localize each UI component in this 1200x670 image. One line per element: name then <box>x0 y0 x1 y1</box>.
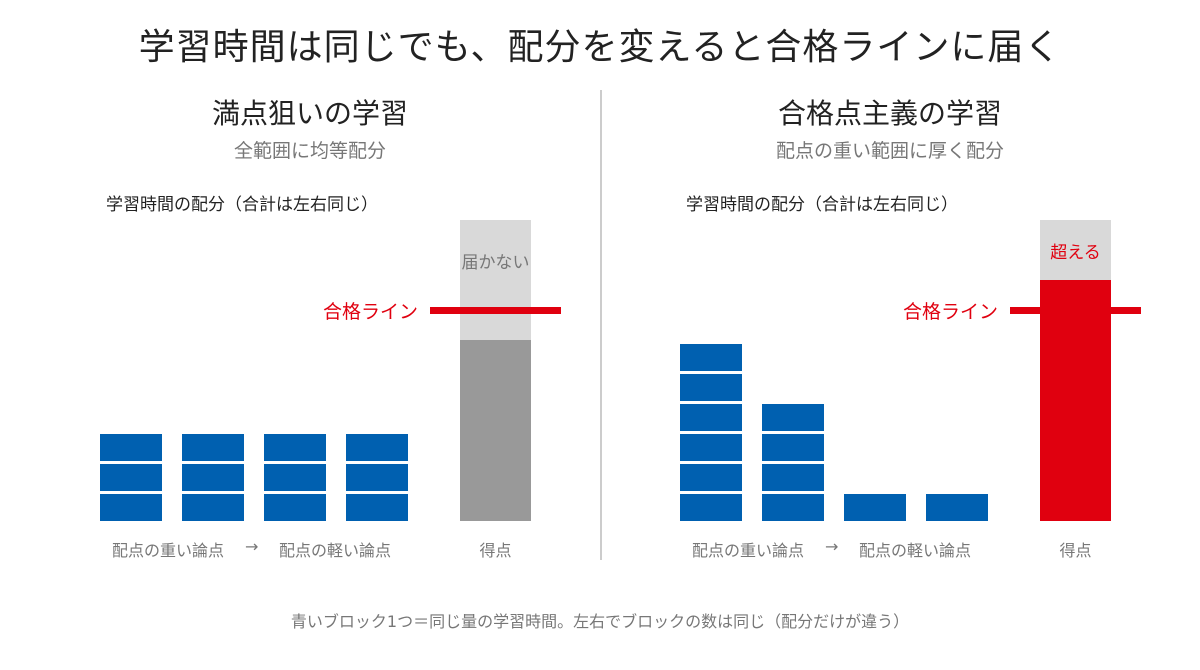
score-label: 得点 <box>1059 541 1092 560</box>
chart-label: 学習時間の配分（合計は左右同じ） <box>686 195 958 215</box>
panel-subheading: 配点の重い範囲に厚く配分 <box>775 140 1004 162</box>
study-time-block <box>762 494 824 521</box>
score-bar <box>460 340 531 521</box>
study-time-block <box>100 494 162 521</box>
study-time-block <box>264 494 326 521</box>
chart-label: 学習時間の配分（合計は左右同じ） <box>106 195 378 215</box>
study-time-block <box>762 434 824 461</box>
pass-line-label: 合格ライン <box>902 301 998 323</box>
x-label-heavy: 配点の重い論点 <box>112 541 225 560</box>
pass-line <box>1010 307 1141 314</box>
study-time-block <box>680 344 742 371</box>
study-time-block <box>264 464 326 491</box>
study-time-block <box>182 494 244 521</box>
study-time-block <box>182 464 244 491</box>
status-label: 超える <box>1050 243 1101 263</box>
study-time-block <box>926 494 988 521</box>
study-time-block <box>680 494 742 521</box>
score-bar <box>1040 280 1111 521</box>
score-label: 得点 <box>479 541 512 560</box>
main-title: 学習時間は同じでも、配分を変えると合格ラインに届く <box>138 27 1062 68</box>
panel-divider <box>600 90 602 560</box>
study-time-block <box>680 404 742 431</box>
study-time-block <box>762 404 824 431</box>
allocation-chart: 合格ライン 届かない <box>100 220 561 521</box>
study-time-block <box>680 464 742 491</box>
x-label-heavy: 配点の重い論点 <box>692 541 805 560</box>
study-time-block <box>680 434 742 461</box>
study-time-block <box>680 374 742 401</box>
study-time-block <box>762 464 824 491</box>
study-time-block <box>100 434 162 461</box>
x-arrow: → <box>825 537 839 556</box>
study-time-block <box>844 494 906 521</box>
panel-subheading: 全範囲に均等配分 <box>233 140 386 162</box>
study-time-block <box>346 494 408 521</box>
x-label-light: 配点の軽い論点 <box>859 541 972 560</box>
study-time-block <box>264 434 326 461</box>
status-label: 届かない <box>461 253 530 273</box>
panel-heading: 満点狙いの学習 <box>211 97 408 130</box>
study-time-block <box>346 434 408 461</box>
study-time-block <box>100 464 162 491</box>
footer-note: 青いブロック1つ＝同じ量の学習時間。左右でブロックの数は同じ（配分だけが違う） <box>290 612 910 631</box>
study-time-block <box>182 434 244 461</box>
pass-line <box>430 307 561 314</box>
study-time-block <box>346 464 408 491</box>
x-arrow: → <box>245 537 259 556</box>
panel-heading: 合格点主義の学習 <box>777 97 1002 130</box>
x-label-light: 配点の軽い論点 <box>279 541 392 560</box>
pass-line-label: 合格ライン <box>322 301 418 323</box>
